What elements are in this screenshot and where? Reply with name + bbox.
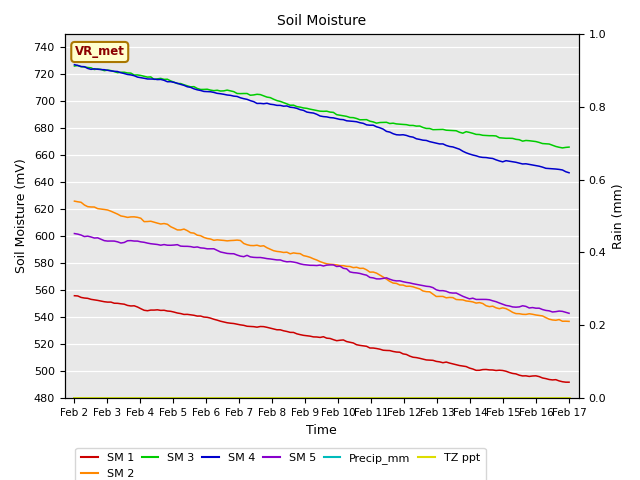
SM 5 <box>413 281 420 287</box>
SM 2 <box>413 285 420 291</box>
Text: VR_met: VR_met <box>75 46 125 59</box>
SM 3 <box>333 112 340 118</box>
TZ ppt <box>401 396 408 401</box>
SM 3 <box>416 123 424 129</box>
TZ ppt <box>268 396 276 401</box>
SM 3 <box>70 63 78 69</box>
TZ ppt <box>170 396 177 401</box>
Precip_mm <box>499 396 507 401</box>
SM 1 <box>233 321 241 327</box>
SM 4 <box>70 62 78 68</box>
Precip_mm <box>202 396 210 401</box>
Line: SM 1: SM 1 <box>74 296 569 382</box>
SM 2 <box>330 262 337 267</box>
TZ ppt <box>301 396 309 401</box>
Precip_mm <box>170 396 177 401</box>
SM 1 <box>479 367 486 372</box>
Precip_mm <box>433 396 441 401</box>
Y-axis label: Soil Moisture (mV): Soil Moisture (mV) <box>15 158 28 274</box>
SM 5 <box>479 297 486 302</box>
TZ ppt <box>236 396 243 401</box>
TZ ppt <box>367 396 375 401</box>
SM 4 <box>413 136 420 142</box>
SM 2 <box>479 300 486 306</box>
TZ ppt <box>565 396 573 401</box>
Precip_mm <box>532 396 540 401</box>
SM 2 <box>266 246 274 252</box>
SM 1 <box>266 325 274 331</box>
SM 5 <box>565 311 573 316</box>
Precip_mm <box>236 396 243 401</box>
TZ ppt <box>467 396 474 401</box>
Precip_mm <box>301 396 309 401</box>
SM 3 <box>353 116 360 121</box>
TZ ppt <box>70 396 78 401</box>
TZ ppt <box>202 396 210 401</box>
SM 5 <box>233 252 241 258</box>
Y-axis label: Rain (mm): Rain (mm) <box>612 183 625 249</box>
Precip_mm <box>467 396 474 401</box>
SM 2 <box>70 198 78 204</box>
Precip_mm <box>367 396 375 401</box>
SM 2 <box>233 237 241 243</box>
SM 4 <box>565 170 573 176</box>
SM 4 <box>266 101 274 107</box>
Precip_mm <box>104 396 111 401</box>
SM 5 <box>70 231 78 237</box>
Precip_mm <box>565 396 573 401</box>
Line: SM 2: SM 2 <box>74 201 569 322</box>
SM 3 <box>74 62 81 68</box>
SM 1 <box>349 340 357 346</box>
SM 1 <box>70 293 78 299</box>
SM 4 <box>330 115 337 121</box>
SM 4 <box>233 94 241 99</box>
TZ ppt <box>104 396 111 401</box>
SM 5 <box>330 262 337 268</box>
SM 2 <box>565 319 573 324</box>
Title: Soil Moisture: Soil Moisture <box>277 14 366 28</box>
SM 1 <box>565 379 573 385</box>
Precip_mm <box>70 396 78 401</box>
TZ ppt <box>532 396 540 401</box>
SM 1 <box>413 355 420 360</box>
SM 3 <box>237 91 244 96</box>
X-axis label: Time: Time <box>307 424 337 437</box>
TZ ppt <box>499 396 507 401</box>
TZ ppt <box>136 396 144 401</box>
SM 3 <box>565 144 573 150</box>
SM 2 <box>349 265 357 271</box>
Precip_mm <box>136 396 144 401</box>
SM 4 <box>349 119 357 124</box>
SM 4 <box>479 155 486 160</box>
SM 3 <box>483 132 490 138</box>
Precip_mm <box>268 396 276 401</box>
Legend: SM 1, SM 2, SM 3, SM 4, SM 5, Precip_mm, TZ ppt: SM 1, SM 2, SM 3, SM 4, SM 5, Precip_mm,… <box>76 448 486 480</box>
SM 3 <box>559 145 566 151</box>
Precip_mm <box>334 396 342 401</box>
TZ ppt <box>433 396 441 401</box>
Line: SM 4: SM 4 <box>74 65 569 173</box>
Precip_mm <box>401 396 408 401</box>
SM 3 <box>270 96 278 102</box>
SM 5 <box>266 256 274 262</box>
TZ ppt <box>334 396 342 401</box>
Line: SM 3: SM 3 <box>74 65 569 148</box>
SM 5 <box>349 270 357 276</box>
SM 1 <box>330 337 337 343</box>
Line: SM 5: SM 5 <box>74 234 569 313</box>
